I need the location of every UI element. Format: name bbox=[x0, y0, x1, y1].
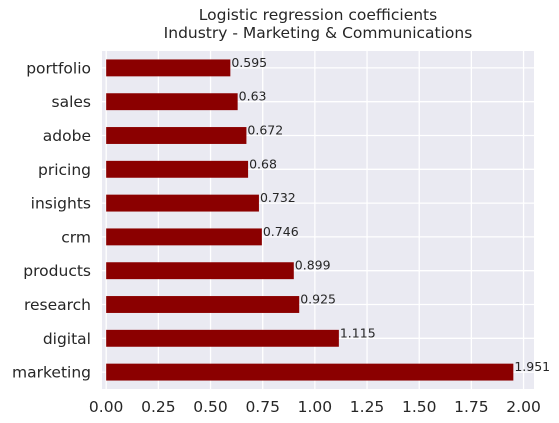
data-label-marketing: 1.951 bbox=[514, 359, 550, 374]
category-label-research: research bbox=[24, 296, 91, 314]
x-tick-label: 0.50 bbox=[193, 398, 228, 416]
data-label-crm: 0.746 bbox=[263, 224, 299, 239]
x-tick-label: 0.75 bbox=[245, 398, 280, 416]
data-label-adobe: 0.672 bbox=[247, 123, 283, 138]
x-tick-labels: 0.00 0.25 0.50 0.75 1.00 1.25 1.50 1.75 2.00 bbox=[89, 398, 541, 416]
data-label-research: 0.925 bbox=[300, 292, 336, 307]
data-label-sales: 0.63 bbox=[239, 89, 267, 104]
category-label-marketing: marketing bbox=[12, 364, 91, 382]
data-label-pricing: 0.68 bbox=[249, 156, 277, 171]
category-label-adobe: adobe bbox=[43, 127, 91, 145]
data-label-products: 0.899 bbox=[295, 258, 331, 273]
category-label-sales: sales bbox=[52, 93, 92, 111]
bar-marketing bbox=[106, 363, 514, 381]
category-label-digital: digital bbox=[43, 330, 91, 348]
chart-title-line-1: Logistic regression coefficients bbox=[198, 6, 438, 24]
bars bbox=[106, 59, 514, 381]
bar-adobe bbox=[106, 127, 247, 144]
x-tick-label: 1.50 bbox=[402, 398, 437, 416]
x-tick-label: 1.25 bbox=[350, 398, 385, 416]
bar-portfolio bbox=[106, 59, 231, 77]
bar-pricing bbox=[106, 160, 249, 178]
category-label-portfolio: portfolio bbox=[26, 59, 91, 77]
category-label-crm: crm bbox=[61, 228, 91, 246]
category-label-pricing: pricing bbox=[38, 161, 91, 179]
x-tick-label: 0.25 bbox=[141, 398, 176, 416]
bar-products bbox=[106, 262, 294, 280]
x-tick-label: 2.00 bbox=[506, 398, 541, 416]
bar-sales bbox=[106, 93, 238, 111]
bar-insights bbox=[106, 194, 259, 212]
category-labels: portfolio sales adobe pricing insights crm pro… bbox=[12, 59, 91, 381]
chart-title-line-2: Industry - Marketing & Communications bbox=[163, 24, 473, 42]
x-tick-label: 1.00 bbox=[298, 398, 333, 416]
bar-crm bbox=[106, 228, 262, 246]
bar-research bbox=[106, 296, 300, 313]
category-label-products: products bbox=[23, 262, 91, 280]
data-labels: 0.595 0.63 0.672 0.68 0.732 0.746 0.899 0.925 1.… bbox=[231, 55, 550, 374]
data-label-insights: 0.732 bbox=[260, 190, 296, 205]
x-tick-label: 1.75 bbox=[454, 398, 489, 416]
category-label-insights: insights bbox=[31, 195, 91, 213]
data-label-portfolio: 0.595 bbox=[231, 55, 267, 70]
bar-digital bbox=[106, 329, 339, 347]
data-label-digital: 1.115 bbox=[340, 325, 376, 340]
x-tick-label: 0.00 bbox=[89, 398, 124, 416]
